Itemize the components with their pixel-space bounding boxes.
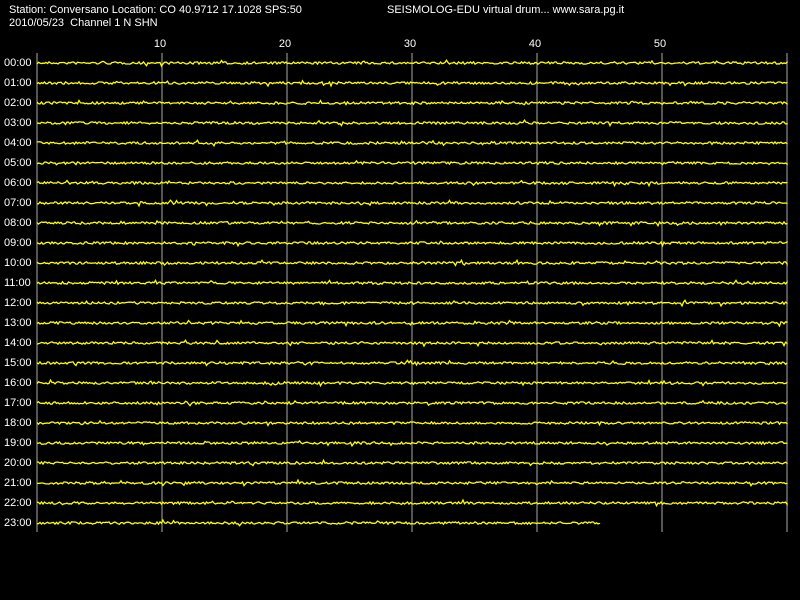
hour-label: 05:00 [4, 157, 32, 169]
hour-label: 09:00 [4, 237, 32, 249]
hour-label: 19:00 [4, 437, 32, 449]
hour-label: 00:00 [4, 57, 32, 69]
hour-label: 10:00 [4, 257, 32, 269]
hour-label: 22:00 [4, 497, 32, 509]
x-tick-label: 50 [654, 38, 666, 50]
trace [36, 79, 788, 88]
trace [36, 458, 788, 467]
hour-label: 20:00 [4, 457, 32, 469]
trace [36, 498, 788, 508]
trace [36, 399, 788, 407]
station-info: Station: Conversano Location: CO 40.9712… [9, 4, 302, 16]
hour-label: 12:00 [4, 297, 32, 309]
hour-label: 13:00 [4, 317, 32, 329]
hour-label: 21:00 [4, 477, 32, 489]
hour-label: 14:00 [4, 337, 32, 349]
hour-label: 02:00 [4, 97, 32, 109]
date-channel: 2010/05/23 Channel 1 N SHN [9, 17, 158, 29]
trace [36, 99, 788, 106]
trace [36, 159, 788, 166]
hour-label: 16:00 [4, 377, 32, 389]
hour-label: 04:00 [4, 137, 32, 149]
trace [36, 59, 788, 68]
x-tick-label: 20 [279, 38, 291, 50]
trace [36, 240, 788, 248]
hour-label: 08:00 [4, 217, 32, 229]
trace [37, 478, 788, 488]
trace [36, 219, 788, 228]
trace [36, 179, 788, 188]
trace [37, 439, 788, 448]
hour-label: 15:00 [4, 357, 32, 369]
hour-label: 17:00 [4, 397, 32, 409]
hour-label: 03:00 [4, 117, 32, 129]
hour-label: 07:00 [4, 197, 32, 209]
x-tick-label: 30 [404, 38, 416, 50]
trace [36, 119, 788, 128]
trace [37, 199, 788, 208]
x-tick-label: 40 [529, 38, 541, 50]
trace [36, 319, 788, 328]
trace [36, 359, 788, 367]
trace [36, 339, 788, 348]
app-title: SEISMOLOG-EDU virtual drum... www.sara.p… [387, 4, 624, 16]
hour-label: 11:00 [4, 277, 31, 289]
hour-label: 06:00 [4, 177, 32, 189]
trace [36, 419, 788, 427]
trace [36, 518, 601, 527]
x-tick-label: 10 [154, 38, 166, 50]
trace [36, 299, 788, 308]
trace [36, 139, 788, 148]
trace [36, 378, 788, 388]
hour-label: 18:00 [4, 417, 32, 429]
hour-label: 01:00 [4, 77, 32, 89]
trace [36, 279, 788, 286]
trace [36, 258, 788, 267]
hour-label: 23:00 [4, 517, 32, 529]
